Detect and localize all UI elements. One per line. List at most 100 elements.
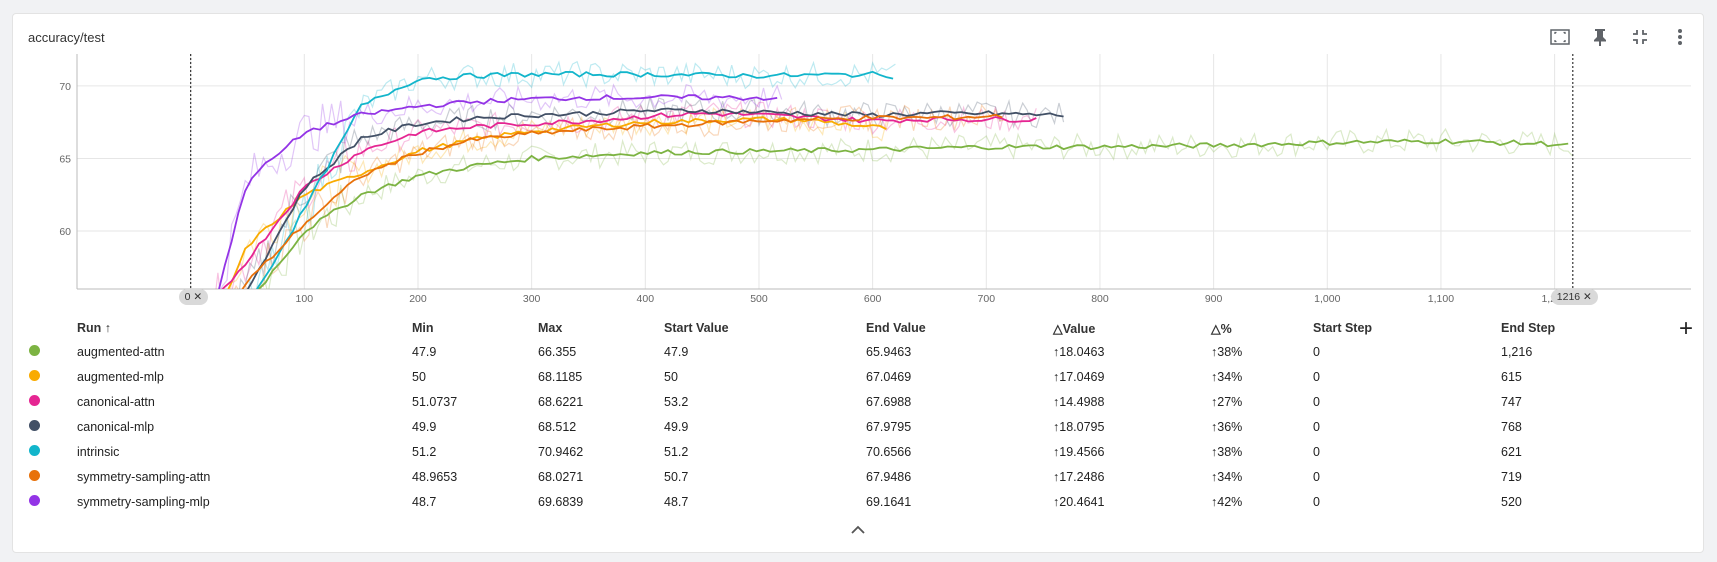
- table-row[interactable]: canonical-mlp 49.9 68.512 49.9 67.9795 ↑18.07…: [29, 414, 1661, 439]
- delta-pct-cell: ↑34%: [1211, 469, 1243, 484]
- x-tick-label: 700: [978, 293, 996, 305]
- end-step-cell: 1,216: [1501, 344, 1533, 359]
- start-step-cell: 0: [1313, 469, 1320, 484]
- color-column-header: [29, 317, 77, 339]
- run-cell: intrinsic: [77, 444, 120, 459]
- run-color-dot[interactable]: [29, 469, 40, 481]
- run-cell: symmetry-sampling-attn: [77, 469, 211, 484]
- start-value-cell: 48.7: [664, 494, 689, 509]
- delta-pct-cell: ↑38%: [1211, 444, 1243, 459]
- x-tick-label: 200: [409, 293, 427, 305]
- min-cell: 51.2: [412, 444, 437, 459]
- run-color-dot[interactable]: [29, 494, 40, 506]
- delta-pct-cell: ↑27%: [1211, 394, 1243, 409]
- x-tick-label: 500: [750, 293, 768, 305]
- panel-title: accuracy/test: [28, 30, 105, 45]
- max-cell: 66.355: [538, 344, 577, 359]
- min-cell: 47.9: [412, 344, 437, 359]
- runs-table: Run ↑ Min Max Start Value End Value △Val…: [29, 317, 1661, 514]
- table-row[interactable]: intrinsic 51.2 70.9462 51.2 70.6566 ↑19.4566 ↑…: [29, 439, 1661, 464]
- line-chart[interactable]: 01002003004005006007008009001,0001,1001,…: [13, 54, 1703, 309]
- max-cell: 68.6221: [538, 394, 584, 409]
- end-step-cell: 615: [1501, 369, 1522, 384]
- max-cell: 68.512: [538, 419, 577, 434]
- end-value-cell: 67.6988: [866, 394, 912, 409]
- table-row[interactable]: canonical-attn 51.0737 68.6221 53.2 67.6988 ↑…: [29, 389, 1661, 414]
- run-cell: augmented-attn: [77, 344, 165, 359]
- run-color-cell: [29, 339, 77, 364]
- delta-value-cell: ↑17.2486: [1053, 469, 1105, 484]
- run-color-dot[interactable]: [29, 444, 40, 456]
- end-step-cell: 747: [1501, 394, 1522, 409]
- table-row[interactable]: symmetry-sampling-mlp 48.7 69.6839 48.7 69.1…: [29, 489, 1661, 514]
- delta-pct-cell: ↑38%: [1211, 344, 1243, 359]
- raw-trace-intrinsic: [248, 60, 896, 289]
- series-line-symmetry-sampling-mlp: [218, 94, 778, 289]
- table-row[interactable]: augmented-mlp 50 68.1185 50 67.0469 ↑17.0469 ↑…: [29, 364, 1661, 389]
- scalar-card: accuracy/test 01002003004005006007008009…: [12, 13, 1704, 553]
- start-step-column-header[interactable]: Start Step: [1313, 321, 1373, 335]
- start-step-cell: 0: [1313, 444, 1320, 459]
- run-color-cell: [29, 364, 77, 389]
- end-step-column-header[interactable]: End Step: [1501, 321, 1556, 335]
- delta-value-column-header[interactable]: △Value: [1053, 321, 1096, 336]
- panel-toolbar: [1549, 26, 1691, 48]
- table-row[interactable]: symmetry-sampling-attn 48.9653 68.0271 50.7…: [29, 464, 1661, 489]
- end-value-cell: 67.9795: [866, 419, 912, 434]
- series-line-intrinsic: [256, 70, 894, 289]
- more-vert-icon[interactable]: [1669, 26, 1691, 48]
- x-tick-label: 1,000: [1314, 293, 1340, 305]
- end-value-column-header[interactable]: End Value: [866, 321, 926, 335]
- run-column-header[interactable]: Run ↑: [77, 321, 112, 335]
- end-value-cell: 70.6566: [866, 444, 912, 459]
- min-cell: 49.9: [412, 419, 437, 434]
- series-line-canonical-mlp: [246, 107, 1064, 289]
- start-step-cell: 0: [1313, 394, 1320, 409]
- min-cell: 48.9653: [412, 469, 458, 484]
- run-cell: symmetry-sampling-mlp: [77, 494, 210, 509]
- x-tick-label: 100: [296, 293, 314, 305]
- run-color-dot[interactable]: [29, 369, 40, 381]
- fit-domain-icon[interactable]: [1549, 26, 1571, 48]
- min-column-header[interactable]: Min: [412, 321, 434, 335]
- series-line-symmetry-sampling-attn: [241, 113, 1003, 289]
- end-value-cell: 65.9463: [866, 344, 912, 359]
- raw-trace-augmented-mlp: [229, 107, 887, 289]
- delta-value-cell: ↑19.4566: [1053, 444, 1105, 459]
- chevron-up-icon[interactable]: [851, 521, 865, 539]
- start-step-cell: 0: [1313, 369, 1320, 384]
- x-tick-label: 400: [637, 293, 655, 305]
- delta-value-cell: ↑18.0463: [1053, 344, 1105, 359]
- delta-value-cell: ↑14.4988: [1053, 394, 1105, 409]
- series-line-augmented-attn: [257, 138, 1569, 289]
- range-end-label: 1216: [1556, 291, 1581, 303]
- x-tick-label: 300: [523, 293, 541, 305]
- add-column-icon[interactable]: +: [1679, 315, 1694, 342]
- run-color-dot[interactable]: [29, 344, 40, 356]
- end-step-cell: 520: [1501, 494, 1522, 509]
- series-line-canonical-attn: [221, 111, 1037, 289]
- table-row[interactable]: augmented-attn 47.9 66.355 47.9 65.9463 ↑18.0…: [29, 339, 1661, 364]
- delta-value-cell: ↑20.4641: [1053, 494, 1105, 509]
- end-step-cell: 719: [1501, 469, 1522, 484]
- end-step-cell: 768: [1501, 419, 1522, 434]
- start-step-cell: 0: [1313, 419, 1320, 434]
- raw-trace-augmented-attn: [260, 127, 1574, 289]
- max-column-header[interactable]: Max: [538, 321, 563, 335]
- start-value-column-header[interactable]: Start Value: [664, 321, 729, 335]
- collapse-icon[interactable]: [1629, 26, 1651, 48]
- start-step-cell: 0: [1313, 344, 1320, 359]
- pin-icon[interactable]: [1589, 26, 1611, 48]
- delta-pct-cell: ↑34%: [1211, 369, 1243, 384]
- range-end-handle[interactable]: 1216 ✕: [1550, 289, 1598, 305]
- delta-pct-column-header[interactable]: △%: [1211, 321, 1232, 336]
- x-tick-label: 600: [864, 293, 882, 305]
- min-cell: 48.7: [412, 494, 437, 509]
- run-color-dot[interactable]: [29, 394, 40, 406]
- run-color-dot[interactable]: [29, 419, 40, 431]
- start-step-cell: 0: [1313, 494, 1320, 509]
- max-cell: 69.6839: [538, 494, 584, 509]
- start-value-cell: 53.2: [664, 394, 689, 409]
- range-start-handle[interactable]: 0 ✕: [178, 289, 209, 305]
- end-step-cell: 621: [1501, 444, 1522, 459]
